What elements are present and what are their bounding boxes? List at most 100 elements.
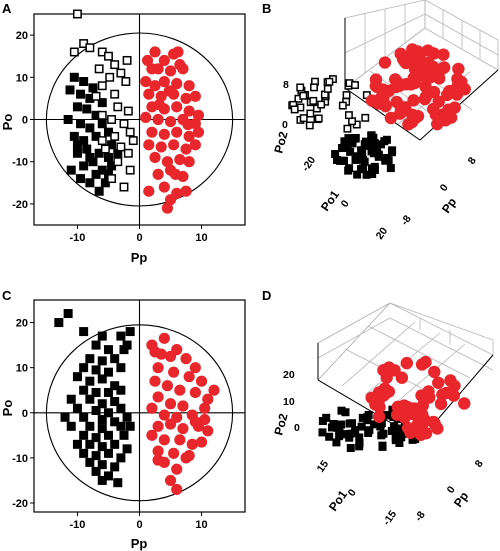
data-point-black-square (344, 134, 353, 143)
data-point-red-circle (149, 346, 161, 358)
data-point-black-square (103, 345, 113, 355)
data-point-black-square (353, 170, 362, 179)
data-point-open-square (107, 174, 117, 184)
data-point-red-circle (180, 143, 192, 155)
data-point-black-square (79, 363, 89, 373)
data-point-red-circle (158, 434, 170, 446)
data-point-open-square (119, 182, 129, 192)
data-point-red-circle (380, 85, 393, 98)
data-point-black-square (76, 89, 86, 99)
data-point-black-square (85, 152, 95, 162)
data-point-black-square (97, 331, 107, 341)
data-point-open-square (116, 68, 126, 78)
data-point-red-circle (152, 362, 164, 374)
data-point-red-circle (149, 151, 161, 164)
data-point-red-circle (143, 139, 155, 151)
data-point-black-square (85, 123, 95, 133)
panel-b-pp-axis-title: Pp (439, 195, 459, 216)
data-point-red-circle (202, 393, 214, 405)
data-point-red-circle (208, 384, 220, 396)
y-tick-label: -20 (12, 498, 28, 510)
data-point-open-square (314, 114, 323, 123)
data-point-open-square (69, 47, 79, 57)
data-point-black-square (97, 119, 107, 129)
data-point-black-square (125, 327, 135, 337)
data-point-open-square (338, 101, 347, 110)
panel-c-ticks: -10 0 10 -20 -10 0 10 20 (12, 318, 208, 531)
data-point-red-circle (140, 111, 152, 123)
data-point-black-square (103, 127, 113, 137)
data-point-black-square (79, 161, 89, 171)
panel-d-po1-tick-label: -15 (381, 508, 400, 527)
data-point-red-circle (391, 400, 405, 414)
panel-d-pp-tick-label: 8 (473, 458, 486, 470)
data-point-black-square (110, 462, 120, 472)
data-point-open-square (94, 64, 104, 74)
panel-b-po1-axis-line (344, 87, 421, 141)
data-point-red-circle (168, 139, 180, 151)
panel-d-grid-line (389, 343, 466, 409)
data-point-black-square (72, 372, 82, 382)
data-point-red-circle (458, 82, 471, 96)
x-tick-label: 0 (136, 519, 142, 531)
data-point-black-square (91, 110, 101, 120)
data-point-red-circle (172, 46, 184, 58)
panel-d-po1-tick-label: 0 (346, 487, 359, 499)
data-point-black-square (332, 438, 341, 447)
data-point-open-square (123, 106, 133, 116)
data-point-black-square (79, 430, 89, 440)
data-point-red-circle (152, 168, 164, 180)
data-point-black-square (376, 420, 385, 429)
data-point-red-circle (158, 128, 170, 140)
data-point-black-square (345, 164, 354, 173)
data-point-black-square (79, 136, 89, 146)
data-point-black-square (353, 152, 362, 161)
data-point-red-circle (404, 426, 417, 440)
data-point-open-square (125, 127, 135, 137)
panel-b-po2-tick-label: 0 (282, 119, 288, 131)
data-point-red-circle (171, 126, 183, 138)
panel-letter-a: A (2, 1, 12, 16)
data-point-red-circle (143, 88, 155, 100)
y-tick-label: -10 (12, 157, 28, 169)
data-point-red-circle (436, 108, 449, 121)
y-tick-label: 0 (22, 408, 28, 420)
data-point-red-circle (189, 416, 201, 428)
data-point-black-square (373, 148, 382, 157)
data-point-black-square (107, 161, 117, 171)
data-point-red-circle (378, 98, 391, 111)
data-point-red-circle (189, 386, 201, 399)
data-point-black-square (103, 152, 113, 162)
data-point-black-square (331, 150, 340, 159)
data-point-red-circle (434, 397, 448, 411)
data-point-red-circle (427, 47, 440, 60)
data-point-open-square (113, 157, 123, 167)
panel-d-right-wall (389, 302, 494, 355)
data-point-black-square (113, 148, 123, 158)
panel-b-po2-tick-label: 8 (283, 79, 289, 91)
data-point-red-circle (437, 61, 451, 74)
data-point-open-square (100, 144, 110, 154)
data-point-black-square (66, 394, 76, 404)
data-point-black-square (97, 442, 107, 452)
data-point-black-square (337, 420, 346, 429)
data-point-red-circle (141, 54, 154, 66)
panel-b-po1-axis-title: Po1 (318, 187, 342, 213)
data-point-red-circle (419, 427, 433, 440)
data-point-black-square (60, 412, 70, 422)
data-point-red-circle (152, 391, 164, 403)
data-point-red-circle (164, 418, 177, 430)
data-point-black-square (122, 340, 132, 350)
data-point-red-circle (183, 371, 195, 383)
data-point-black-square (357, 422, 366, 431)
data-point-black-square (318, 428, 327, 437)
data-point-open-square (91, 91, 101, 101)
data-point-black-square (91, 451, 101, 461)
data-point-black-square (363, 413, 372, 422)
data-point-open-square (105, 72, 115, 82)
data-point-black-square (97, 165, 107, 175)
data-point-black-square (100, 178, 110, 188)
data-point-red-circle (149, 80, 161, 92)
data-point-black-square (88, 83, 98, 93)
data-point-open-square (309, 96, 318, 105)
